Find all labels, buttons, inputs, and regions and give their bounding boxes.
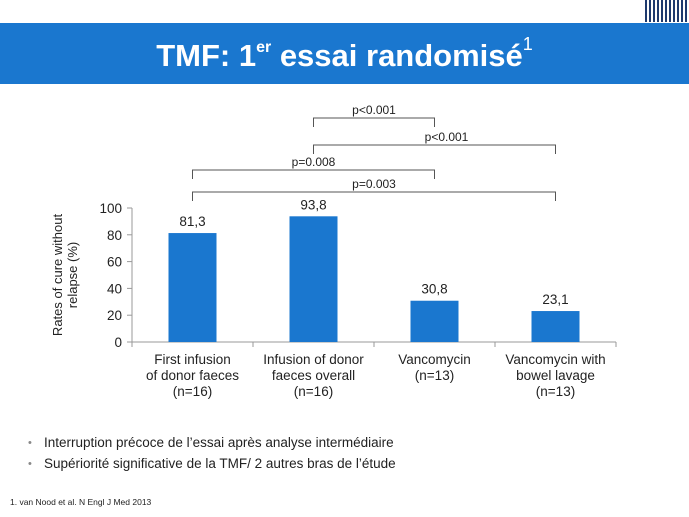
data-label: 93,8: [300, 197, 326, 212]
x-tick-label: Vancomycin: [398, 352, 471, 367]
y-axis-label: relapse (%): [65, 242, 80, 308]
top-strip: [0, 0, 689, 22]
x-tick-label: (n=13): [415, 368, 454, 383]
significance-bracket: [313, 117, 435, 127]
y-tick-label: 100: [99, 201, 122, 216]
bar: [410, 300, 459, 342]
x-tick-label: (n=16): [294, 384, 333, 399]
title-bar: TMF: 1er essai randomisé1: [0, 23, 689, 84]
x-tick-label: (n=13): [536, 384, 575, 399]
significance-bracket: [313, 144, 556, 154]
title-main: TMF: 1: [156, 37, 257, 73]
y-tick-label: 20: [107, 308, 122, 323]
bullet-dot-icon: •: [28, 436, 32, 449]
significance-bracket: [192, 169, 435, 179]
p-value-label: p<0.001: [425, 130, 469, 144]
data-label: 30,8: [421, 282, 447, 297]
decorative-stripes: [645, 0, 689, 22]
x-tick-label: (n=16): [173, 384, 212, 399]
bar: [168, 233, 217, 342]
y-tick-label: 80: [107, 228, 122, 243]
p-value-label: p<0.001: [352, 103, 396, 117]
data-label: 23,1: [542, 292, 568, 307]
bullet-text: Interruption précoce de l’essai après an…: [44, 435, 394, 450]
bullet-list: • Interruption précoce de l’essai après …: [28, 432, 668, 474]
y-tick-label: 60: [107, 255, 122, 270]
x-tick-label: Infusion of donor: [263, 352, 364, 367]
x-tick-label: First infusion: [154, 352, 231, 367]
title-superscript: er: [256, 38, 272, 56]
title-footnote-marker: 1: [522, 33, 533, 54]
p-value-label: p=0.008: [292, 155, 336, 169]
significance-bracket: [192, 191, 556, 201]
data-label: 81,3: [179, 214, 205, 229]
bullet-dot-icon: •: [28, 457, 32, 470]
title-rest: essai randomisé: [271, 37, 523, 73]
bullet-item: • Supériorité significative de la TMF/ 2…: [28, 453, 668, 474]
y-axis-label: Rates of cure without: [50, 214, 65, 337]
bar-chart: Rates of cure without relapse (%) 0 20 40 60 8…: [50, 103, 617, 399]
y-tick-label: 0: [114, 335, 122, 350]
bullet-text: Supériorité significative de la TMF/ 2 a…: [44, 456, 396, 471]
footnote: 1. van Nood et al. N Engl J Med 2013: [10, 497, 152, 507]
slide-title: TMF: 1er essai randomisé1: [156, 34, 533, 74]
bullet-item: • Interruption précoce de l’essai après …: [28, 432, 668, 453]
y-tick-label: 40: [107, 281, 122, 296]
x-tick-label: faeces overall: [272, 368, 355, 383]
x-tick-label: Vancomycin with: [505, 352, 605, 367]
x-tick-label: bowel lavage: [516, 368, 595, 383]
p-value-label: p=0.003: [352, 177, 396, 191]
x-tick-label: of donor faeces: [146, 368, 239, 383]
bar: [289, 216, 338, 342]
bar: [531, 311, 580, 342]
